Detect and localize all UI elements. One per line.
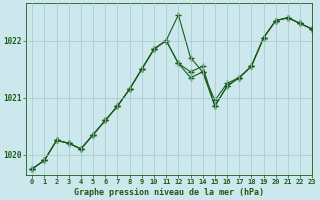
X-axis label: Graphe pression niveau de la mer (hPa): Graphe pression niveau de la mer (hPa) [74,188,264,197]
